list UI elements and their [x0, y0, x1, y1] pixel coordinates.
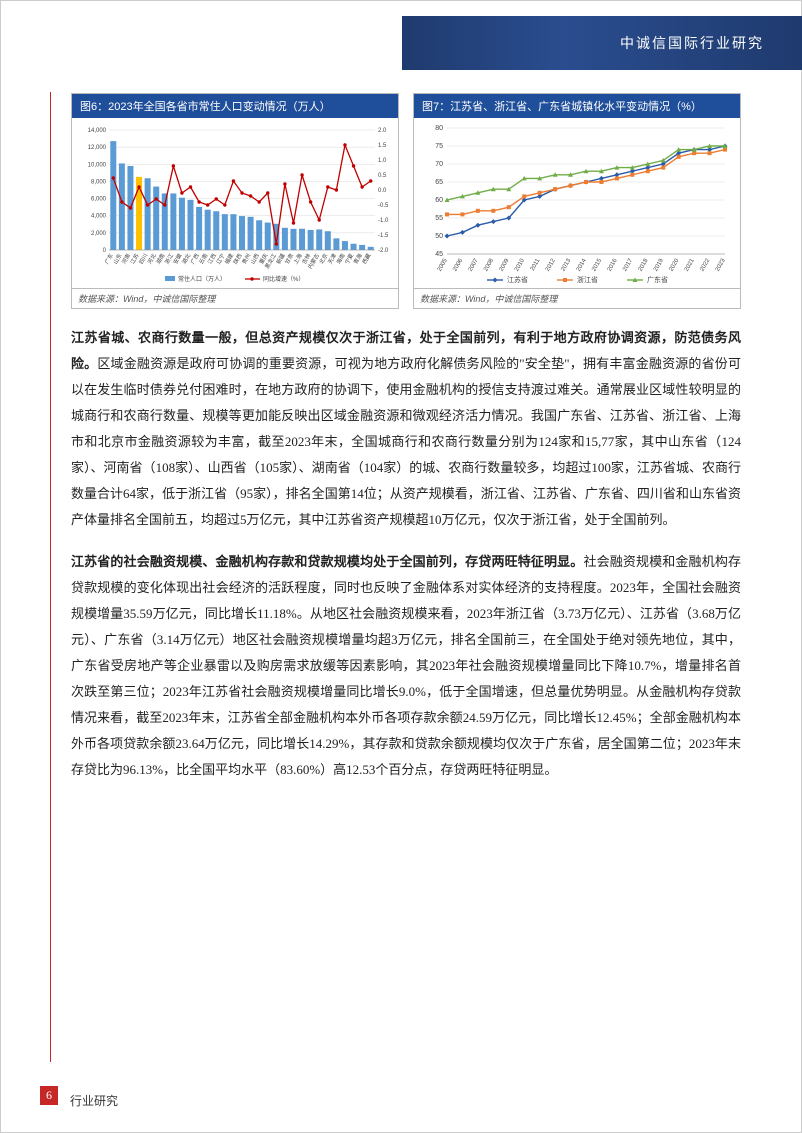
svg-text:同比增速（%）: 同比增速（%）: [263, 275, 304, 283]
chart6-body: 0 2,000 4,000 6,000 8,000 10,000 12,000 14,000 -…: [72, 118, 398, 288]
svg-text:-2.0: -2.0: [378, 248, 389, 254]
svg-text:12,000: 12,000: [88, 145, 107, 151]
svg-text:80: 80: [435, 125, 443, 132]
svg-text:14,000: 14,000: [88, 128, 107, 134]
svg-text:1.5: 1.5: [378, 143, 387, 149]
paragraph-2: 江苏省的社会融资规模、金融机构存款和贷款规模均处于全国前列，存贷两旺特征明显。社…: [71, 549, 741, 783]
svg-text:-1.5: -1.5: [378, 233, 389, 239]
svg-text:2006: 2006: [452, 257, 464, 272]
svg-text:2021: 2021: [684, 257, 696, 272]
svg-text:2010: 2010: [514, 257, 526, 272]
page: 中诚信国际行业研究 图6：2023年全国各省市常住人口变动情况（万人） 0 2,0…: [0, 0, 802, 1133]
svg-text:10,000: 10,000: [88, 162, 107, 168]
svg-text:2018: 2018: [638, 257, 650, 272]
svg-text:2007: 2007: [468, 257, 480, 272]
svg-text:广东省: 广东省: [647, 275, 668, 284]
svg-text:常住人口（万人）: 常住人口（万人）: [178, 275, 226, 283]
paragraph-1: 江苏省城、农商行数量一般，但总资产规模仅次于浙江省，处于全国前列，有利于地方政府…: [71, 325, 741, 533]
footer-label: 行业研究: [70, 1092, 118, 1109]
svg-text:2009: 2009: [499, 257, 511, 272]
svg-text:45: 45: [435, 251, 443, 258]
svg-text:2022: 2022: [699, 257, 711, 272]
footer-page-number: 6: [40, 1086, 58, 1105]
svg-text:浙江省: 浙江省: [577, 275, 598, 284]
charts-row: 图6：2023年全国各省市常住人口变动情况（万人） 0 2,000 4,000 6,0…: [71, 93, 741, 309]
svg-text:2015: 2015: [591, 257, 603, 272]
para2-body: 社会融资规模和金融机构存贷款规模的变化体现出社会经济的活跃程度，同时也反映了金融…: [71, 554, 741, 777]
chart7-svg: 45 50 55 60 65 70 75 80 20052006 20072008 20092010…: [414, 118, 740, 288]
chart6-card: 图6：2023年全国各省市常住人口变动情况（万人） 0 2,000 4,000 6,0…: [71, 93, 399, 309]
svg-text:50: 50: [435, 233, 443, 240]
para1-body: 区域金融资源是政府可协调的重要资源，可视为地方政府化解债务风险的"安全垫"，拥有…: [71, 356, 741, 527]
svg-text:-1.0: -1.0: [378, 218, 389, 224]
svg-text:2012: 2012: [545, 257, 557, 272]
svg-text:2008: 2008: [483, 257, 495, 272]
svg-text:2,000: 2,000: [91, 231, 107, 237]
svg-text:8,000: 8,000: [91, 179, 107, 185]
svg-text:-0.5: -0.5: [378, 203, 389, 209]
chart6-source: 数据来源：Wind，中诚信国际整理: [72, 288, 398, 308]
header-brand-text: 中诚信国际行业研究: [620, 33, 764, 53]
svg-text:0.5: 0.5: [378, 173, 387, 179]
svg-text:2014: 2014: [576, 257, 588, 272]
svg-text:2013: 2013: [560, 257, 572, 272]
svg-text:2023: 2023: [715, 257, 727, 272]
svg-text:2020: 2020: [669, 257, 681, 272]
svg-text:75: 75: [435, 143, 443, 150]
chart7-card: 图7：江苏省、浙江省、广东省城镇化水平变动情况（%） 45 50 55 60 65 70 7…: [413, 93, 741, 309]
chart7-source: 数据来源：Wind，中诚信国际整理: [414, 288, 740, 308]
svg-text:65: 65: [435, 179, 443, 186]
svg-text:2019: 2019: [653, 257, 665, 272]
svg-text:0: 0: [103, 248, 107, 254]
svg-text:55: 55: [435, 215, 443, 222]
left-vertical-rule: [50, 92, 51, 1062]
svg-text:江苏省: 江苏省: [507, 275, 528, 284]
svg-text:4,000: 4,000: [91, 214, 107, 220]
svg-text:2.0: 2.0: [378, 128, 387, 134]
svg-text:2005: 2005: [437, 257, 449, 272]
chart7-title: 图7：江苏省、浙江省、广东省城镇化水平变动情况（%）: [414, 94, 740, 118]
svg-text:1.0: 1.0: [378, 158, 387, 164]
svg-text:0.0: 0.0: [378, 188, 387, 194]
para2-lead: 江苏省的社会融资规模、金融机构存款和贷款规模均处于全国前列，存贷两旺特征明显。: [71, 554, 583, 569]
svg-text:2011: 2011: [530, 257, 542, 272]
header-brand-banner: 中诚信国际行业研究: [402, 16, 802, 70]
svg-text:2017: 2017: [622, 257, 634, 272]
chart6-title: 图6：2023年全国各省市常住人口变动情况（万人）: [72, 94, 398, 118]
chart6-svg: 0 2,000 4,000 6,000 8,000 10,000 12,000 14,000 -…: [72, 118, 398, 288]
svg-text:2016: 2016: [607, 257, 619, 272]
svg-text:70: 70: [435, 161, 443, 168]
svg-text:6,000: 6,000: [91, 197, 107, 203]
svg-text:60: 60: [435, 197, 443, 204]
chart7-body: 45 50 55 60 65 70 75 80 20052006 20072008 20092010…: [414, 118, 740, 288]
